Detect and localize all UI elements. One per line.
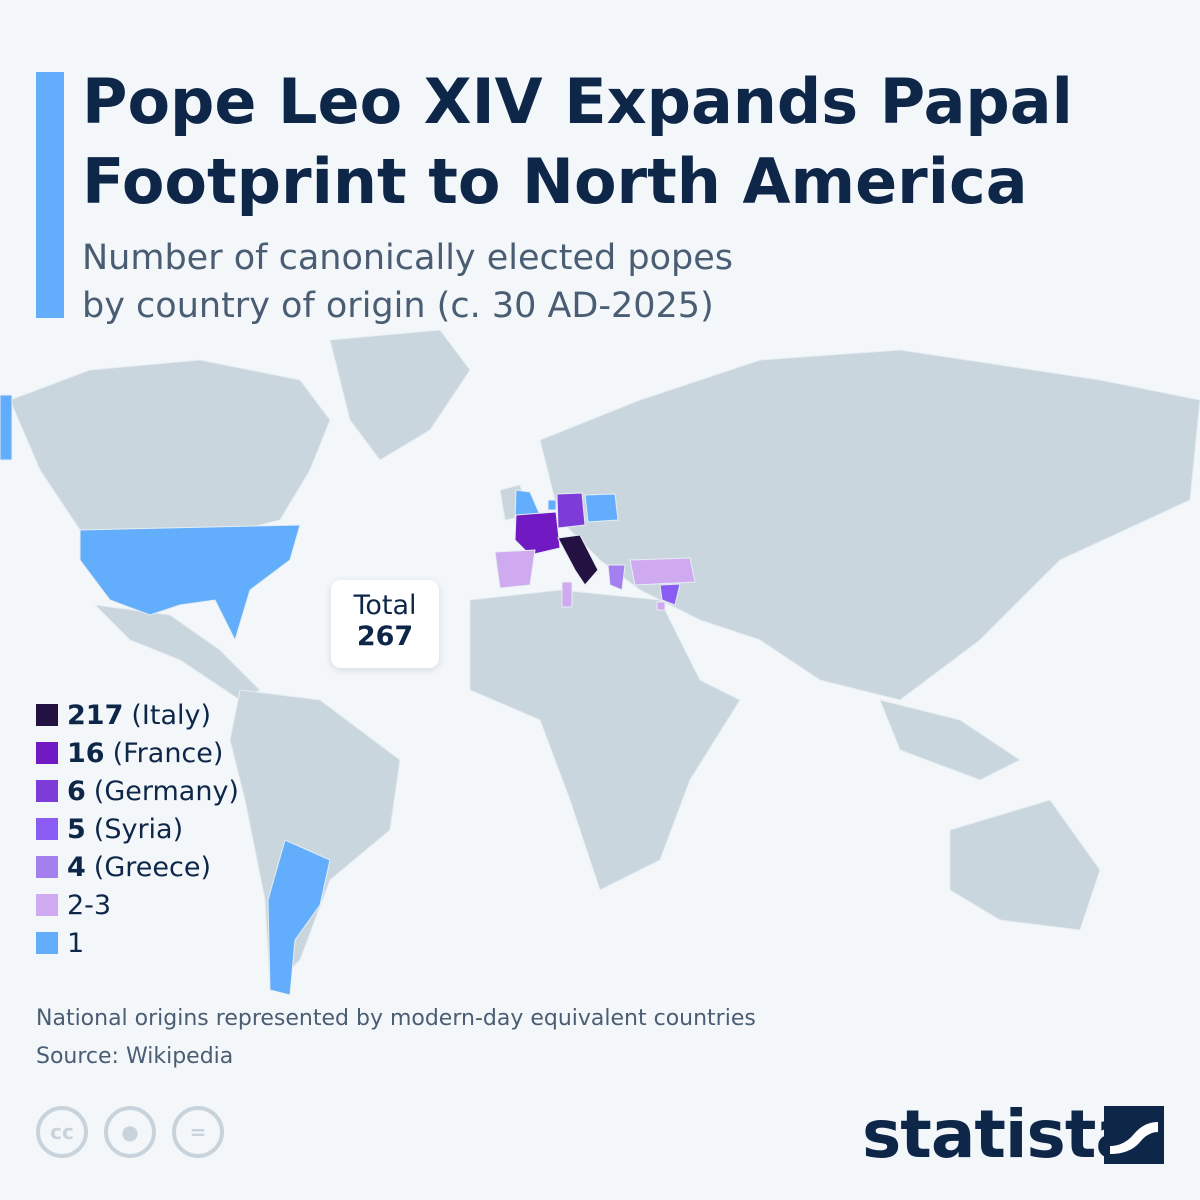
legend-swatch xyxy=(36,704,58,726)
legend-value: 5 xyxy=(67,813,86,845)
region-se-asia xyxy=(879,699,1021,781)
legend-item: 2-3 xyxy=(36,886,239,924)
country-france xyxy=(514,511,561,556)
legend-value: 217 xyxy=(67,699,124,731)
country-germany xyxy=(556,492,586,529)
legend-label: (Germany) xyxy=(93,775,239,807)
country-israel xyxy=(656,601,666,611)
region-australia xyxy=(949,799,1101,931)
total-label: Total xyxy=(353,590,417,621)
subtitle: Number of canonically elected popes by c… xyxy=(82,234,882,330)
country-argentina xyxy=(267,839,331,996)
region-greenland xyxy=(329,330,471,461)
total-value: 267 xyxy=(356,621,414,652)
cc-icon[interactable]: cc xyxy=(36,1106,88,1158)
country-alaska xyxy=(0,394,13,461)
region-south-america xyxy=(229,689,401,992)
legend-item: 5 (Syria) xyxy=(36,810,239,848)
country-usa xyxy=(79,524,301,642)
footnote: National origins represented by modern-d… xyxy=(36,1000,756,1076)
legend-item: 16 (France) xyxy=(36,734,239,772)
legend-item: 6 (Germany) xyxy=(36,772,239,810)
legend-value: 16 xyxy=(67,737,105,769)
legend-swatch xyxy=(36,818,58,840)
world-map xyxy=(0,330,1200,996)
country-turkey xyxy=(629,557,696,586)
accent-bar xyxy=(36,72,64,318)
legend-value: 6 xyxy=(67,775,86,807)
license-icons: cc ● = xyxy=(36,1106,224,1158)
legend-label: 2-3 xyxy=(67,889,112,921)
region-africa xyxy=(469,589,741,891)
country-netherlands xyxy=(547,499,557,511)
legend-item: 217 (Italy) xyxy=(36,696,239,734)
country-italy xyxy=(557,534,599,586)
legend-swatch xyxy=(36,742,58,764)
legend-swatch xyxy=(36,780,58,802)
source-text: Source: Wikipedia xyxy=(36,1044,234,1069)
legend-value: 4 xyxy=(67,851,86,883)
subtitle-line-1: Number of canonically elected popes xyxy=(82,238,734,278)
statista-logo-icon xyxy=(1104,1106,1164,1164)
legend-swatch xyxy=(36,894,58,916)
legend-swatch xyxy=(36,856,58,878)
subtitle-line-2: by country of origin (c. 30 AD-2025) xyxy=(82,286,714,326)
region-canada xyxy=(9,359,331,531)
attribution-icon[interactable]: ● xyxy=(104,1106,156,1158)
legend-label: (Italy) xyxy=(131,699,212,731)
no-derivatives-icon[interactable]: = xyxy=(172,1106,224,1158)
page-title: Pope Leo XIV Expands Papal Footprint to … xyxy=(82,65,1073,218)
country-tunisia xyxy=(561,581,573,608)
country-greece xyxy=(607,564,626,591)
total-callout: Total 267 xyxy=(331,580,439,668)
region-eurasia xyxy=(539,349,1200,701)
legend-item: 1 xyxy=(36,924,239,962)
legend-item: 4 (Greece) xyxy=(36,848,239,886)
legend-swatch xyxy=(36,932,58,954)
legend-label: (France) xyxy=(112,737,224,769)
country-spain xyxy=(494,549,536,589)
legend-label: (Greece) xyxy=(93,851,211,883)
statista-logo[interactable]: statista xyxy=(862,1096,1140,1173)
legend-label: 1 xyxy=(67,927,85,959)
country-syria xyxy=(659,583,681,606)
legend-label: (Syria) xyxy=(93,813,184,845)
legend: 217 (Italy) 16 (France) 6 (Germany) 5 (Syria… xyxy=(36,696,239,962)
country-poland xyxy=(584,493,619,523)
note-text: National origins represented by modern-d… xyxy=(36,1006,756,1031)
